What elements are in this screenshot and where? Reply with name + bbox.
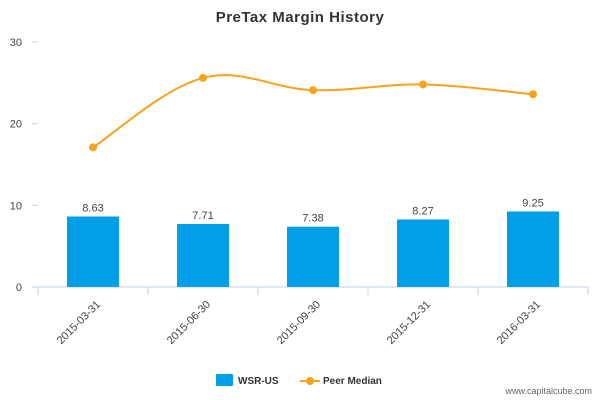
bar — [67, 216, 119, 287]
bar — [397, 219, 449, 287]
x-tick-label: 2015-06-30 — [165, 299, 213, 347]
x-tick-label: 2015-03-31 — [55, 299, 103, 347]
bar — [507, 211, 559, 287]
x-tick-label: 2015-12-31 — [385, 299, 433, 347]
bar-data-label: 9.25 — [522, 197, 543, 209]
legend-label-line: Peer Median — [323, 376, 382, 387]
line-point — [419, 80, 427, 89]
legend-swatch-marker — [306, 377, 314, 385]
legend-swatch-bar — [216, 374, 233, 386]
legend-label-bar: WSR-US — [238, 376, 279, 387]
watermark: www.capitalcube.com — [504, 386, 592, 396]
bar-data-label: 8.27 — [412, 205, 433, 217]
bar-data-label: 7.71 — [192, 210, 213, 222]
bar-data-label: 7.38 — [302, 213, 323, 225]
chart-title: PreTax Margin History — [216, 9, 385, 26]
line-point — [199, 73, 207, 82]
peer-median-line — [92, 74, 534, 149]
legend: WSR-US Peer Median — [216, 374, 382, 387]
bar — [287, 226, 339, 287]
bar-series: 8.63 7.71 7.38 8.27 9.25 — [67, 197, 559, 287]
bar-data-label: 8.63 — [82, 203, 103, 215]
bar — [177, 224, 229, 287]
line-point — [89, 143, 97, 152]
line-point — [309, 86, 317, 95]
line-series — [89, 73, 537, 152]
x-tick-label: 2016-03-31 — [495, 299, 543, 347]
x-axis: 2015-03-31 2015-06-30 2015-09-30 2015-12-31… — [37, 286, 589, 347]
y-tick-label: 30 — [10, 37, 22, 49]
y-tick-label: 10 — [10, 200, 22, 212]
x-tick-label: 2015-09-30 — [275, 299, 323, 347]
line-point — [529, 90, 537, 99]
y-axis: 0 10 20 30 — [10, 37, 38, 294]
y-tick-label: 20 — [10, 119, 22, 131]
y-tick-label: 0 — [16, 282, 22, 294]
